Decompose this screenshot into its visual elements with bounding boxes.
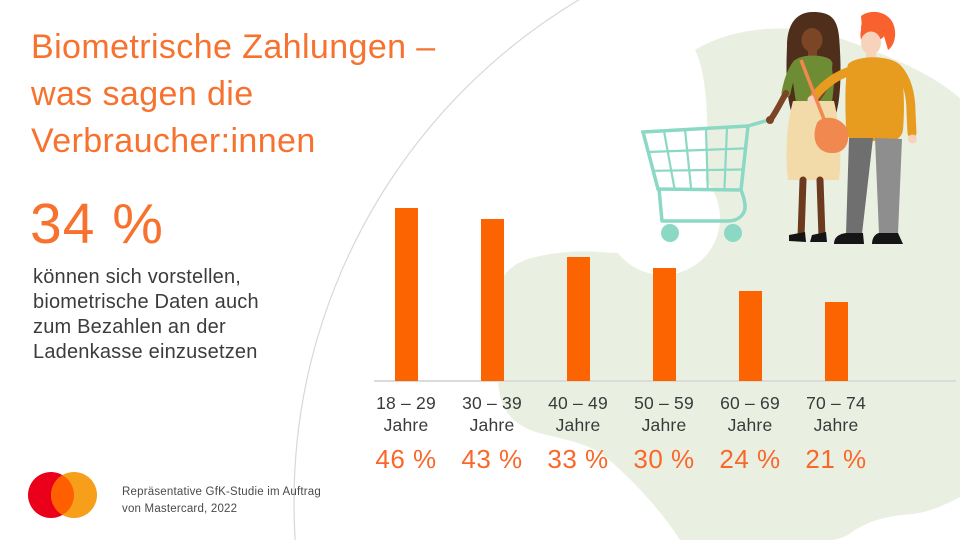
- age-group-label: 18 – 29 Jahre: [376, 393, 436, 435]
- percent-label: 43 %: [461, 444, 523, 474]
- chart-bar: [824, 302, 848, 381]
- percent-label: 33 %: [547, 444, 609, 474]
- chart-bar: [480, 219, 504, 381]
- age-group-label: 60 – 69 Jahre: [720, 393, 780, 435]
- age-group-label: 50 – 59 Jahre: [634, 393, 694, 435]
- percent-label: 30 %: [633, 444, 695, 474]
- percent-label: 24 %: [719, 444, 781, 474]
- chart-bar: [566, 256, 590, 381]
- stat-description: können sich vorstellen, biometrische Dat…: [33, 266, 259, 363]
- source-note: Repräsentative GfK-Studie im Auftrag von…: [122, 486, 321, 515]
- age-group-label: 40 – 49 Jahre: [548, 393, 608, 435]
- page-title: Biometrische Zahlungen – was sagen die V…: [31, 28, 436, 160]
- mastercard-logo-overlap: [51, 475, 74, 515]
- percent-label: 21 %: [805, 444, 867, 474]
- mastercard-logo: [28, 472, 97, 518]
- percent-label: 46 %: [375, 444, 437, 474]
- chart-bar: [652, 268, 676, 381]
- age-group-label: 30 – 39 Jahre: [462, 393, 522, 435]
- age-group-label: 70 – 74 Jahre: [806, 393, 866, 435]
- stat-value: 34 %: [30, 192, 164, 256]
- chart-bar: [394, 208, 418, 381]
- chart-bar: [738, 290, 762, 381]
